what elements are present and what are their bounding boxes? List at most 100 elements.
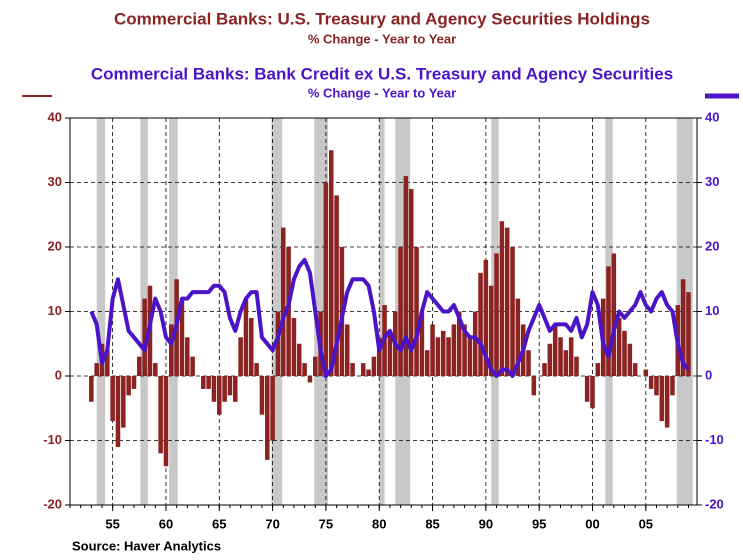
bar [163, 376, 169, 467]
bar [217, 376, 222, 415]
bar [153, 363, 158, 376]
bar [558, 337, 563, 376]
y2-tick-label: 30 [705, 174, 719, 189]
line [89, 257, 691, 378]
bar [137, 356, 142, 376]
bar [531, 376, 537, 396]
bar [126, 376, 131, 396]
y2-tick-label: 40 [705, 109, 719, 124]
y-tick-label: 40 [48, 109, 62, 124]
bar [142, 298, 147, 376]
bar [179, 298, 185, 376]
x-tick-label: 85 [425, 516, 439, 531]
bar [307, 376, 313, 383]
bar [611, 253, 617, 376]
bar [206, 376, 211, 389]
bar [94, 363, 99, 376]
bar [121, 376, 126, 428]
bar [590, 376, 595, 409]
y2-tick-label: 10 [705, 303, 719, 318]
y-tick-label: 10 [48, 303, 62, 318]
y-tick-label: 30 [48, 174, 62, 189]
series-subtitle: % Change - Year to Year [308, 31, 456, 46]
bar [243, 298, 249, 376]
bar [606, 266, 611, 376]
bar [643, 369, 649, 376]
bar [398, 247, 403, 376]
y2-tick-label: -10 [705, 432, 724, 447]
bar [233, 376, 238, 402]
bar [478, 272, 483, 376]
bar [648, 376, 654, 389]
bar [670, 376, 675, 396]
bar [201, 376, 206, 389]
bar [115, 376, 121, 447]
y-tick-label: 20 [48, 238, 62, 253]
bar [344, 324, 350, 376]
bar [510, 247, 515, 376]
bar [499, 221, 505, 376]
y2-tick-label: 0 [705, 367, 712, 382]
bar [265, 376, 270, 460]
bar [323, 182, 329, 376]
bar [270, 376, 275, 441]
bar [131, 376, 137, 389]
bar [574, 356, 579, 376]
bar [483, 259, 489, 376]
bar [350, 363, 355, 376]
bar [302, 363, 307, 376]
bar [190, 356, 195, 376]
bar [584, 376, 590, 402]
x-tick-label: 55 [105, 516, 119, 531]
bar [408, 188, 414, 376]
x-tick-label: 75 [319, 516, 333, 531]
bar [211, 376, 217, 402]
x-tick-label: 95 [532, 516, 546, 531]
y-tick-label: -20 [43, 496, 62, 511]
bar [622, 330, 627, 376]
x-tick-label: 80 [372, 516, 386, 531]
bar [222, 376, 227, 402]
plot-frame [69, 117, 698, 506]
bar [387, 330, 393, 376]
bar [552, 324, 558, 376]
bar [376, 337, 382, 376]
bar [446, 337, 451, 376]
bar [430, 324, 435, 376]
bar [488, 285, 494, 376]
x-tick-label: 00 [585, 516, 599, 531]
bar [366, 369, 371, 376]
bar [254, 363, 259, 376]
y2-tick-label: -20 [705, 496, 724, 511]
bar [504, 227, 510, 376]
x-tick-label: 60 [159, 516, 173, 531]
series-subtitle: % Change - Year to Year [308, 85, 456, 100]
bar [440, 330, 446, 376]
bar [296, 343, 302, 376]
bar [472, 311, 478, 376]
bar [414, 247, 419, 376]
bar [515, 298, 521, 376]
bar [371, 356, 377, 376]
bar [275, 311, 281, 376]
x-tick-label: 90 [479, 516, 493, 531]
series-title: Commercial Banks: U.S. Treasury and Agen… [114, 9, 650, 28]
bar [169, 324, 174, 376]
recession-band [169, 118, 178, 505]
bar [424, 350, 430, 376]
bar [185, 337, 190, 376]
bar [462, 324, 467, 376]
bar [451, 324, 457, 376]
bar [467, 337, 473, 376]
bar [360, 363, 366, 376]
bar [227, 376, 233, 396]
bar [312, 356, 318, 376]
bar [595, 363, 601, 376]
bar [328, 150, 334, 376]
bar [494, 253, 499, 376]
bar [249, 317, 254, 376]
bar [238, 337, 243, 376]
bar [616, 317, 622, 376]
bar [435, 337, 441, 376]
